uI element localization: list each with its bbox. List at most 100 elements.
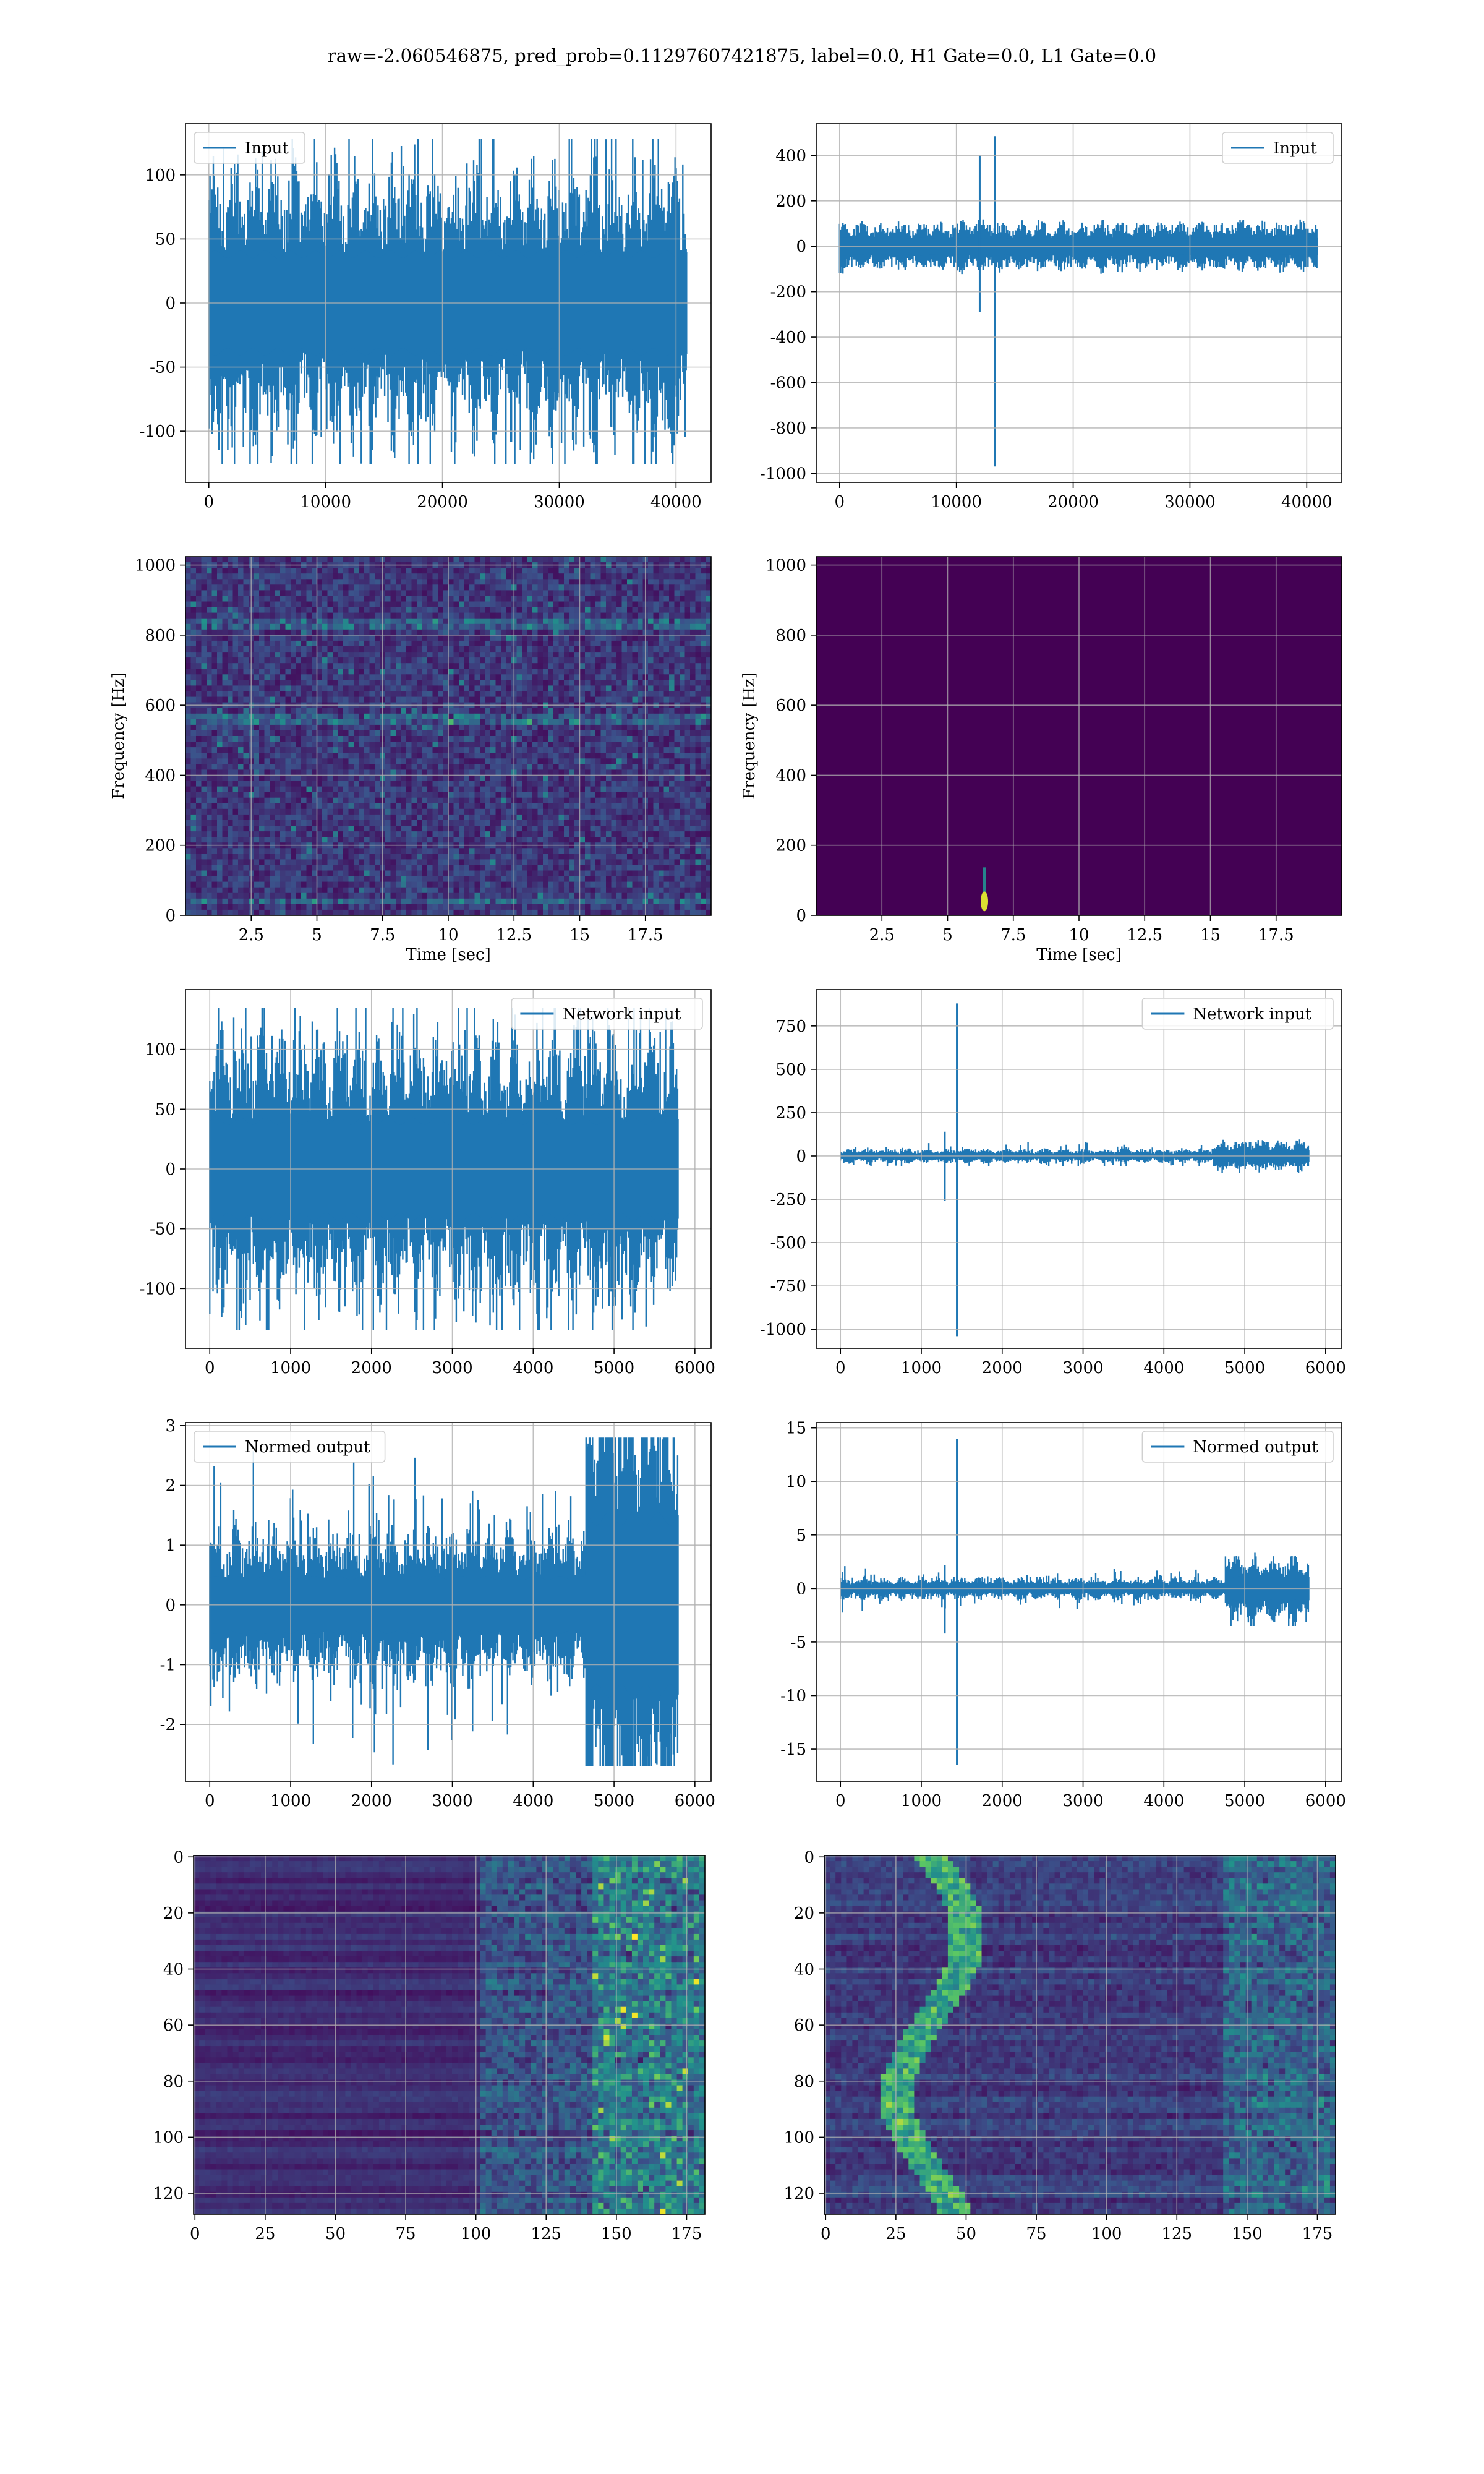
heatmap-cell [590,573,596,580]
heatmap-cell [506,803,512,810]
heatmap-cell [480,742,486,748]
heatmap-cell [585,657,591,664]
heatmap-cell [275,652,281,658]
heatmap-cell [543,669,549,675]
heatmap-cell [621,730,628,737]
heatmap-cell [543,820,549,826]
heatmap-cell [606,657,612,664]
heatmap-cell [595,814,602,821]
heatmap-cell [595,640,602,647]
heatmap-cell [338,724,344,731]
heatmap-cell [270,758,276,764]
heatmap-cell [438,607,444,614]
heatmap-cell [443,708,449,714]
heatmap-cell [217,657,223,664]
heatmap-cell [680,713,686,720]
heatmap-cell [401,724,407,731]
heatmap-cell [448,792,454,798]
heatmap-cell [469,646,475,653]
heatmap-cell [296,691,302,698]
heatmap-cell [432,640,438,647]
heatmap-cell [490,646,497,653]
heatmap-cell [606,719,612,726]
heatmap-cell [532,719,539,726]
heatmap-cell [422,573,428,580]
heatmap-cell [638,685,644,692]
heatmap-cell [291,596,297,602]
heatmap-cell [627,590,633,597]
heatmap-cell [333,808,339,815]
heatmap-cell [317,826,323,832]
heatmap-cell [621,607,628,614]
heatmap-cell [354,680,360,687]
heatmap-cell [659,685,665,692]
heatmap-cell [390,601,396,608]
heatmap-cell [222,691,228,698]
heatmap-cell [401,584,407,591]
heatmap-cell [411,669,417,675]
heatmap-cell [254,646,260,653]
heatmap-cell [448,640,454,647]
heatmap-cell [254,747,260,753]
heatmap-cell [616,820,623,826]
heatmap-cell [701,669,707,675]
heatmap-cell [448,674,454,680]
heatmap-cell [238,814,244,821]
heatmap-cell [343,607,349,614]
heatmap-cell [354,635,360,641]
heatmap-cell [280,820,286,826]
heatmap-cell [527,584,533,591]
heatmap-cell [490,820,497,826]
heatmap-cell [648,657,654,664]
heatmap-cell [443,596,449,602]
heatmap-cell [485,584,491,591]
heatmap-cell [243,623,249,630]
heatmap-cell [411,769,417,776]
heatmap-cell [333,730,339,737]
heatmap-cell [317,730,323,737]
heatmap-cell [690,629,696,636]
heatmap-cell [222,612,228,619]
heatmap-cell [506,691,512,698]
heatmap-cell [333,691,339,698]
heatmap-cell [312,775,318,782]
heatmap-cell [312,652,318,658]
heatmap-cell [432,792,438,798]
heatmap-cell [480,814,486,821]
heatmap-cell [453,663,459,669]
heatmap-cell [422,814,428,821]
heatmap-cell [532,713,539,720]
heatmap-cell [695,736,701,742]
heatmap-cell [595,680,602,687]
heatmap-cell [506,590,512,597]
heatmap-cell [264,596,270,602]
heatmap-cell [606,730,612,737]
heatmap-cell [438,781,444,787]
heatmap-cell [280,646,286,653]
heatmap-cell [453,618,459,625]
heatmap-cell [364,792,370,798]
heatmap-cell [317,568,323,574]
heatmap-cell [585,579,591,585]
input-l1-grid [816,124,1342,482]
heatmap-cell [501,680,507,687]
heatmap-cell [537,607,544,614]
heatmap-cell [396,584,402,591]
heatmap-cell [432,652,438,658]
heatmap-cell [474,724,480,731]
heatmap-cell [254,618,260,625]
heatmap-cell [600,747,607,753]
heatmap-cell [285,652,291,658]
heatmap-cell [259,826,265,832]
heatmap-cell [590,696,596,703]
heatmap-cell [616,730,623,737]
heatmap-cell [485,568,491,574]
heatmap-cell [632,736,638,742]
heatmap-cell [616,669,623,675]
heatmap-cell [632,674,638,680]
heatmap-cell [548,753,554,759]
heatmap-cell [648,629,654,636]
heatmap-cell [684,652,691,658]
heatmap-cell [385,612,391,619]
